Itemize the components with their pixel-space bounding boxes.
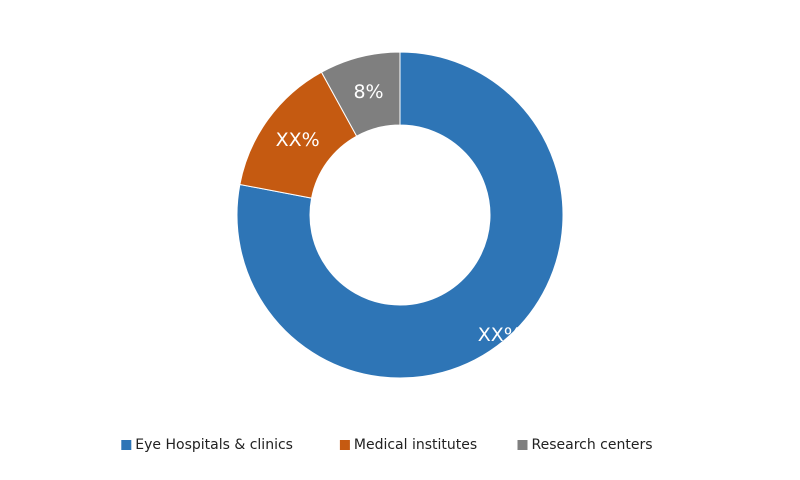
legend-label: Research centers [532, 437, 653, 453]
donut-slice [320, 51, 401, 137]
legend-label: Medical institutes [354, 437, 477, 453]
value-label: XX% [478, 324, 522, 346]
legend-swatch [517, 440, 528, 450]
value-label: 8% [353, 81, 383, 103]
legend-swatch [339, 440, 350, 450]
donut-slice [236, 51, 564, 379]
legend-swatch [121, 440, 132, 450]
legend-label: Eye Hospitals & clinics [135, 437, 293, 453]
value-label: XX% [276, 129, 320, 151]
